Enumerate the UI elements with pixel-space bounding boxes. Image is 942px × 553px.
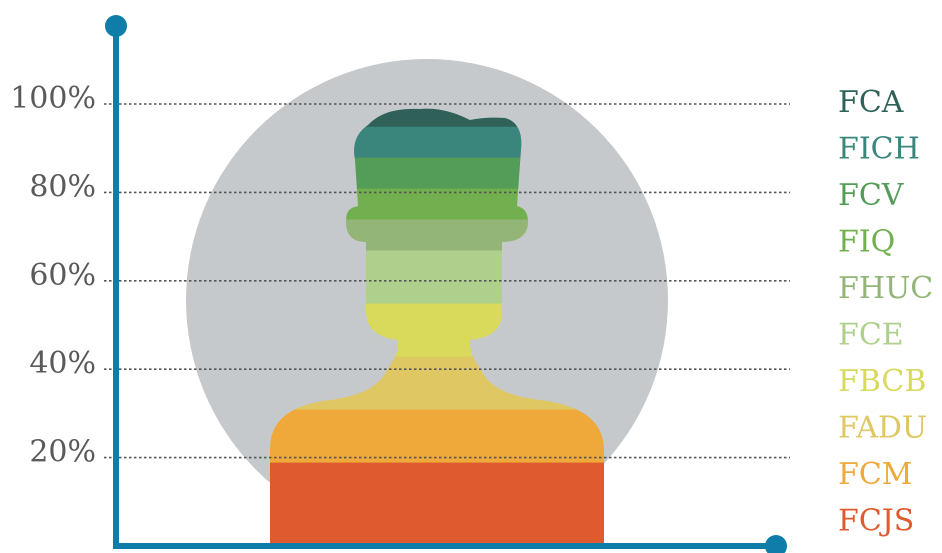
legend-item-fca: FCA — [838, 85, 904, 120]
y-tick-label-60: 60% — [29, 258, 96, 293]
axis-layer — [105, 15, 787, 553]
legend-item-fiq: FIQ — [838, 225, 895, 260]
legend-item-fcm: FCM — [838, 457, 913, 492]
legend-item-fbcb: FBCB — [838, 364, 926, 399]
legend-item-fcjs: FCJS — [838, 504, 914, 539]
legend-item-fhuc: FHUC — [838, 271, 933, 306]
y-tick-label-80: 80% — [29, 169, 96, 204]
bar-segment-fcjs — [270, 462, 604, 547]
grid-layer — [104, 103, 790, 459]
legend-item-fcv: FCV — [838, 178, 905, 213]
legend-item-fich: FICH — [838, 132, 920, 167]
legend-item-fce: FCE — [838, 318, 904, 353]
y-tick-label-20: 20% — [29, 435, 96, 470]
y-tick-label-100: 100% — [10, 81, 96, 116]
x-axis-end-dot — [765, 535, 787, 553]
y-tick-labels: 20% 40% 60% 80% 100% — [10, 81, 96, 470]
y-tick-label-40: 40% — [29, 346, 96, 381]
bar-segment-fcm — [270, 408, 604, 463]
legend: FCA FICH FCV FIQ FHUC FCE FBCB FADU FCM FCJS — [838, 85, 933, 539]
y-axis-end-dot — [105, 15, 127, 37]
legend-item-fadu: FADU — [838, 411, 927, 446]
